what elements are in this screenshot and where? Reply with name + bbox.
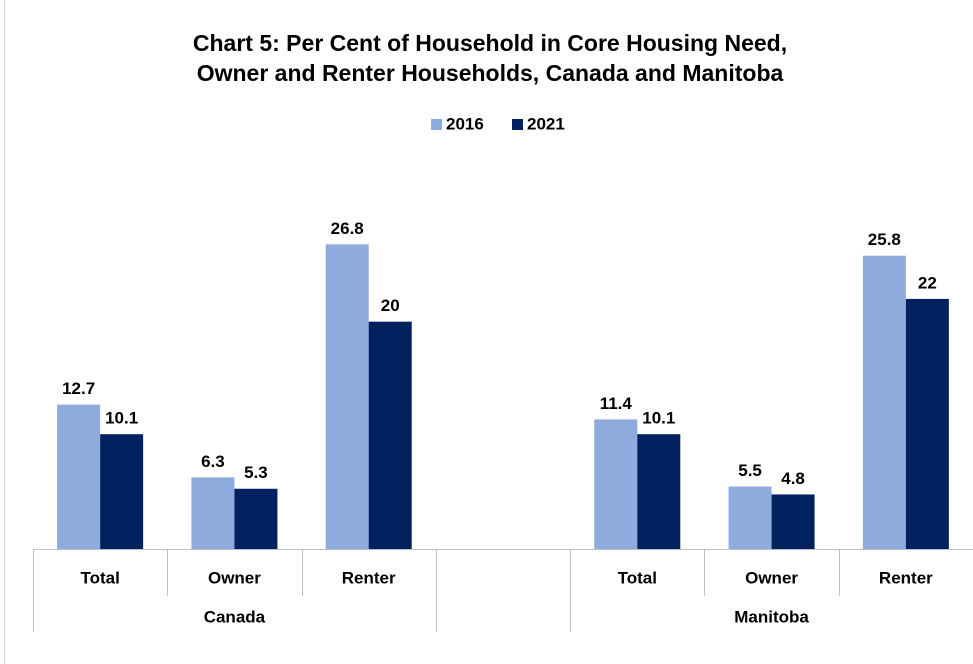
data-label: 20: [381, 296, 400, 315]
data-label: 5.3: [244, 463, 268, 482]
x-tick-label: Owner: [208, 568, 261, 587]
bar: [325, 244, 369, 549]
bar: [191, 477, 235, 549]
data-label: 10.1: [642, 409, 675, 428]
data-label: 5.5: [738, 461, 762, 480]
bar: [862, 255, 906, 550]
x-tick-label: Total: [80, 568, 119, 587]
x-tick-label: Owner: [745, 568, 798, 587]
bar: [368, 321, 412, 549]
bar: [637, 434, 681, 549]
x-tick-label: Renter: [342, 568, 396, 587]
legend-swatch: [512, 119, 523, 130]
legend-swatch: [431, 119, 442, 130]
bar: [905, 298, 949, 549]
x-tick-label: Total: [618, 568, 657, 587]
data-label: 4.8: [781, 469, 805, 488]
group-label: Manitoba: [734, 607, 809, 626]
chart-subtitle: Owner and Renter Households, Canada and …: [197, 60, 784, 86]
chart-title: Chart 5: Per Cent of Household in Core H…: [193, 30, 787, 56]
x-tick-label: Renter: [879, 568, 933, 587]
data-label: 11.4: [600, 394, 633, 413]
data-label: 22: [918, 273, 937, 292]
data-label: 10.1: [105, 409, 138, 428]
bar: [771, 494, 815, 549]
bar: [594, 419, 638, 549]
bar: [57, 404, 101, 549]
bar: [100, 434, 144, 549]
group-label: Canada: [204, 607, 266, 626]
data-label: 12.7: [62, 379, 95, 398]
legend-label: 2021: [527, 114, 565, 133]
legend-label: 2016: [446, 114, 484, 133]
data-label: 26.8: [331, 219, 364, 238]
data-label: 25.8: [868, 230, 901, 249]
data-label: 6.3: [201, 452, 225, 471]
bar: [728, 486, 772, 549]
bar: [234, 488, 278, 549]
